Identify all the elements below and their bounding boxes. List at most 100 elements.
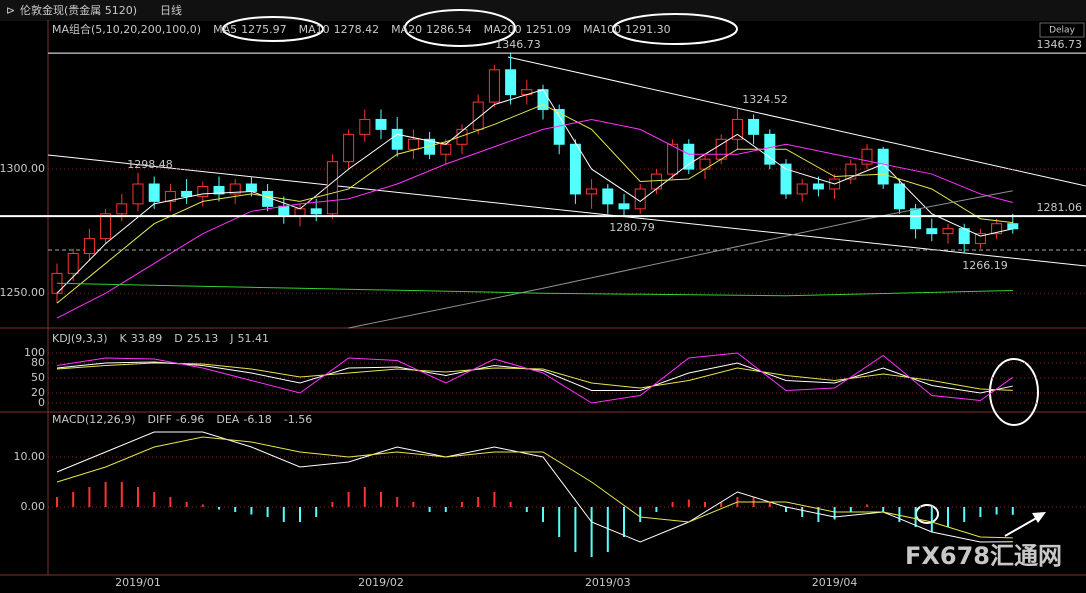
arrow [1004,515,1041,537]
candle-body [1007,223,1019,230]
highlight-circle [404,9,516,47]
candle-body [67,253,79,274]
delay-box [1039,22,1085,38]
candle-body [812,183,824,190]
candle-body [375,118,387,130]
candle-body [602,188,614,205]
price-annotation: 1266.19 [962,259,1008,272]
candle-body [731,118,743,140]
highlight-circle [612,13,738,45]
candle-body [974,233,986,245]
trend-line [47,154,1086,267]
y-tick-label: 50 [31,371,45,384]
candle-body [100,213,112,240]
y-tick-label: 1250.00 [0,286,45,299]
line [56,361,1013,394]
legend-title: MACD(12,26,9) [52,413,136,426]
line [56,436,1013,539]
candle-body [505,69,517,96]
highlight-circle [989,358,1039,426]
y-tick-label: 100 [24,346,45,359]
candle-body [634,188,646,210]
x-tick-label: 2019/03 [585,576,631,589]
candle-body [359,118,371,135]
candle-body [699,158,711,170]
line [56,431,1013,543]
candle-body [181,190,193,197]
candle-body [148,183,160,202]
candle-body [488,69,500,103]
legend-text: -1.56 [284,413,312,426]
candle-body [310,208,322,215]
right-label: 1346.73 [1037,38,1083,51]
watermark: FX678汇通网 [905,542,1062,570]
arrow-head [1032,512,1046,523]
top-bar [0,0,1086,21]
candle-body [877,148,889,185]
line [56,352,1014,404]
legend-text: 1275.97 [241,23,287,36]
candle-body [683,143,695,170]
candle-body [213,185,225,195]
candle-body [343,133,355,163]
y-tick-label: 0 [38,396,45,409]
period[interactable]: 日线 [160,3,182,17]
line [56,362,1013,391]
menu-icon[interactable]: ⊳ [6,4,15,17]
candle-body [116,203,128,215]
line [348,190,1013,329]
legend-text: 33.89 [131,332,163,345]
candle-body [440,143,452,155]
candle-body [748,118,760,135]
candle-body [456,128,468,145]
y-tick-label: 1300.00 [0,162,45,175]
candle-body [942,228,954,235]
candle-body [667,143,679,175]
price-annotation: 1346.73 [495,38,541,51]
line [56,89,1013,294]
candle-body [197,185,209,197]
candle-body [407,138,419,150]
legend-text: 25.13 [187,332,219,345]
candle-body [958,228,970,245]
price-annotation: 1324.52 [742,93,788,106]
legend-text: K [120,332,128,345]
x-tick-label: 2019/04 [812,576,858,589]
y-tick-label: 20 [31,386,45,399]
candle-body [796,183,808,195]
legend-text: 1251.09 [526,23,572,36]
candle-body [618,203,630,210]
candle-body [893,183,905,210]
legend-text: MA200 [484,23,522,36]
y-tick-label: 0.00 [21,500,46,513]
candle-body [780,163,792,195]
x-tick-label: 2019/02 [358,576,404,589]
legend-text: DIFF [148,413,172,426]
candle-body [326,161,338,215]
legend-text: -6.18 [243,413,271,426]
line [56,118,1013,319]
candle-body [926,228,938,235]
candle-body [278,205,290,217]
legend-text: DEA [216,413,239,426]
legend-text: MA5 [213,23,237,36]
legend-text: MA10 [299,23,330,36]
candle-body [991,223,1003,235]
legend-text: 51.41 [237,332,269,345]
right-label: 1281.06 [1037,201,1083,214]
candle-body [164,190,176,202]
price-annotation: 1280.79 [609,221,655,234]
symbol[interactable]: 伦敦金现(贵金属 5120) [20,3,137,17]
candle-body [83,238,95,255]
legend-text: MA100 [583,23,621,36]
candle-body [229,183,241,195]
candle-body [391,128,403,150]
y-tick-label: 10.00 [14,450,46,463]
candle-body [910,208,922,230]
legend-text: 1291.30 [625,23,671,36]
x-tick-label: 2019/01 [115,576,161,589]
trend-line [507,56,1086,187]
legend-text: 1278.42 [334,23,380,36]
line [56,104,1013,304]
